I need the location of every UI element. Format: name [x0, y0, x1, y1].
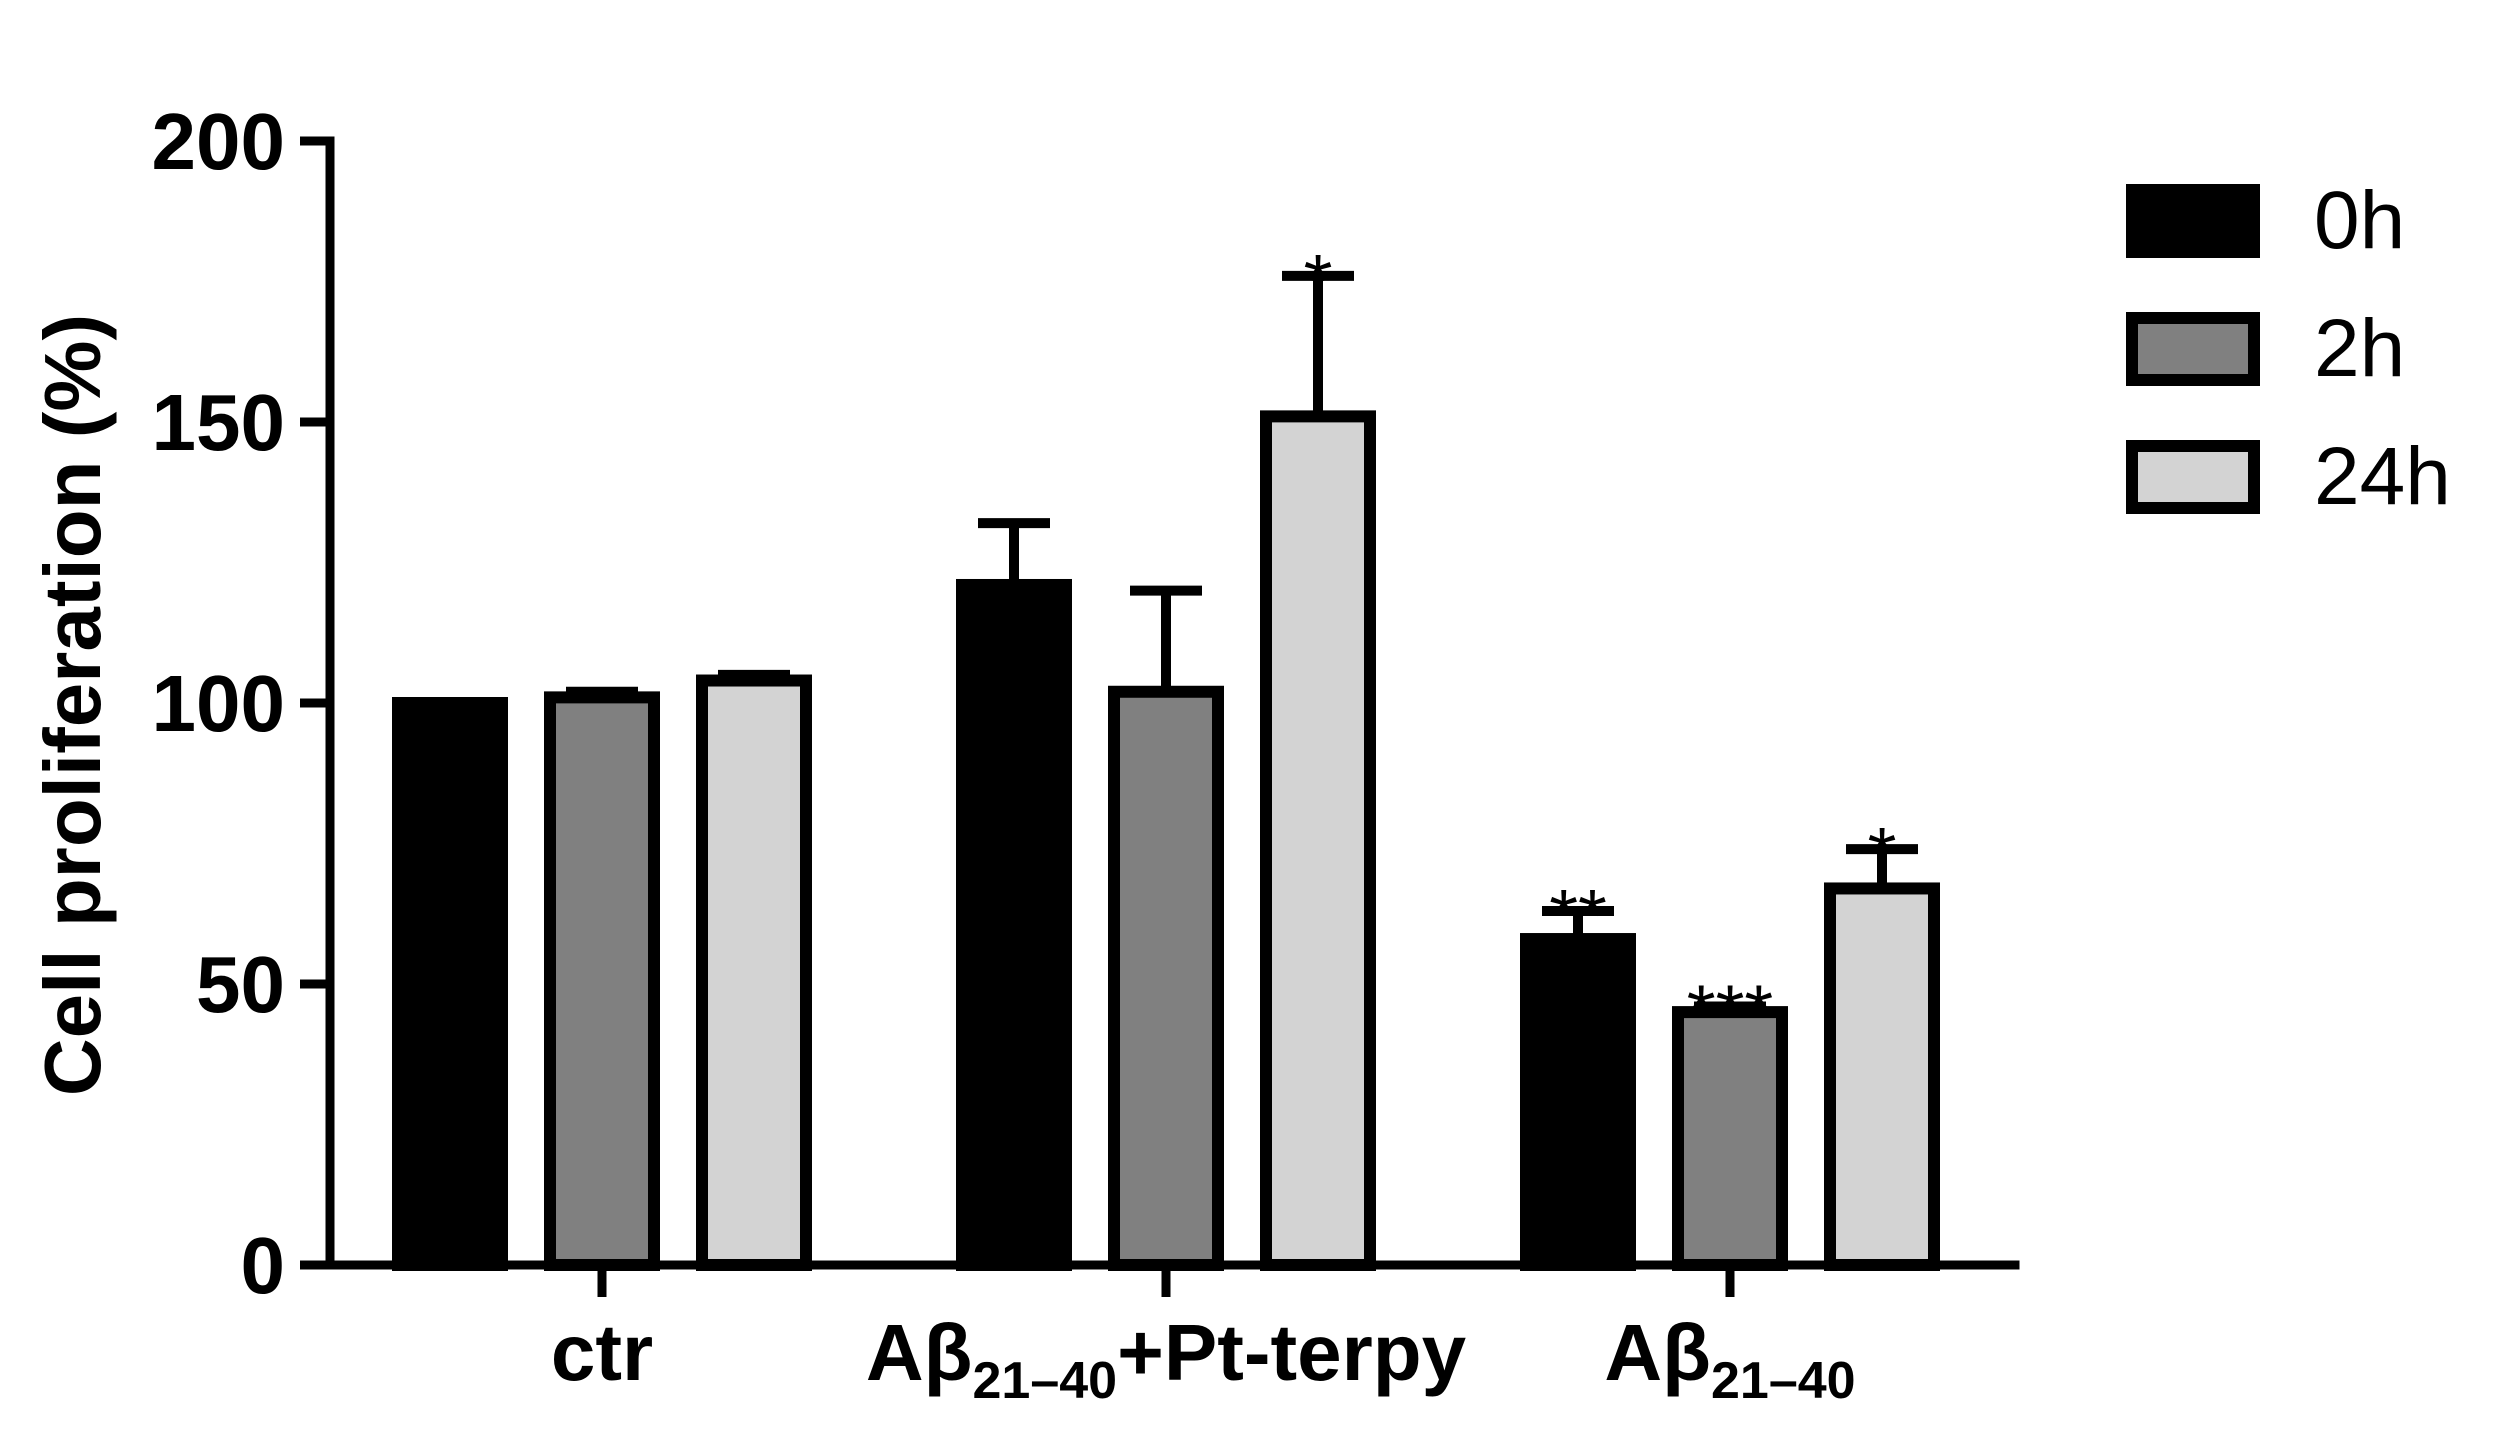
y-axis-ticks: 0 50 100 150 200: [152, 97, 330, 1310]
bar: [1824, 882, 1940, 1272]
significance-marker: *: [1304, 239, 1333, 322]
bar: [544, 691, 660, 1271]
y-tick-label: 100: [152, 659, 285, 748]
significance-marker: ***: [1687, 969, 1773, 1052]
bar: [392, 697, 508, 1271]
y-tick-label: 200: [152, 97, 285, 186]
y-tick-label: 50: [196, 940, 285, 1029]
legend-label: 2h: [2314, 303, 2405, 394]
significance-marker: *: [1868, 812, 1897, 895]
bar: [696, 674, 812, 1271]
y-tick-label: 0: [241, 1221, 286, 1310]
bar: [1108, 685, 1224, 1271]
x-category-label: ctr: [551, 1308, 653, 1397]
legend-swatch: [2126, 312, 2260, 386]
x-axis-labels: ctr Aβ21–40+Pt-terpy Aβ21–40: [551, 1265, 1856, 1410]
legend-label: 0h: [2314, 175, 2405, 266]
bar: [956, 578, 1072, 1271]
bar: [1520, 933, 1636, 1271]
y-tick-label: 150: [152, 378, 285, 467]
bars: *******: [392, 239, 1940, 1272]
y-axis-title: Cell proliferation (%): [28, 314, 117, 1096]
legend-swatch: [2126, 184, 2260, 258]
x-category-label: Aβ21–40+Pt-terpy: [866, 1308, 1467, 1410]
bar: [1260, 410, 1376, 1271]
legend-swatch: [2126, 440, 2260, 514]
legend-label: 24h: [2314, 431, 2451, 522]
x-category-label: Aβ21–40: [1604, 1308, 1855, 1410]
significance-marker: **: [1549, 874, 1607, 957]
legend: 0h 2h 24h: [2126, 175, 2451, 522]
